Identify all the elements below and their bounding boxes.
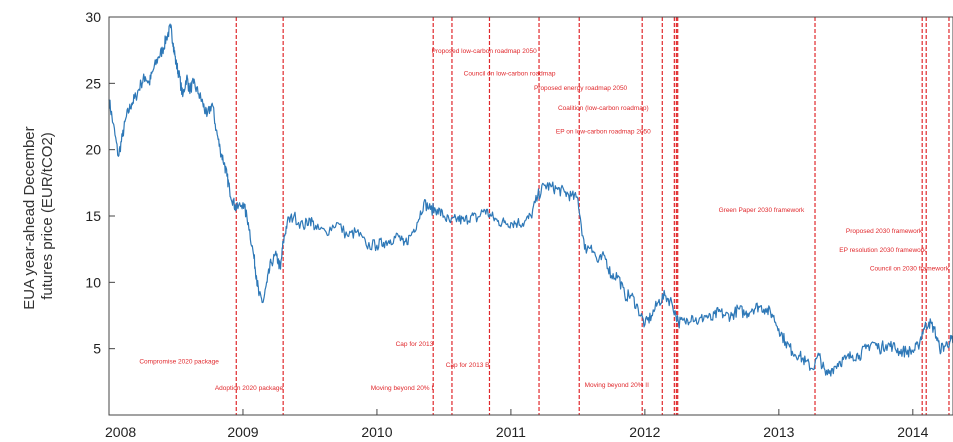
y-axis: 5 10 15 20 25 30 [85, 9, 115, 357]
event-annotation-10: Moving beyond 20% I [371, 385, 434, 392]
y-axis-label-line-1: EUA year-ahead December [21, 126, 38, 309]
event-lines [235, 17, 950, 415]
x-axis: 2008 2009 2010 2011 2012 2013 2014 [105, 409, 929, 440]
event-annotation-6: Coalition (low-carbon roadmap) [558, 105, 649, 112]
event-annotation-4: Council on low-carbon roadmap [464, 70, 556, 77]
event-annotation-3: Proposed low-carbon roadmap 2050 [432, 48, 538, 55]
x-tick-label-2009: 2009 [227, 424, 258, 440]
event-annotation-15: Council on 2030 framework [870, 265, 950, 272]
y-axis-label: EUA year-ahead December futures price (E… [21, 122, 56, 310]
event-annotation-14: EP resolution 2030 framework [839, 247, 927, 254]
event-annotations: Compromise 2020 package Adoption 2020 pac… [139, 48, 949, 392]
x-tick-label-2011: 2011 [496, 424, 526, 440]
event-annotation-8: Cap for 2013 [396, 341, 434, 348]
x-tick-label-2010: 2010 [361, 424, 392, 440]
x-tick-label-2014: 2014 [897, 424, 928, 440]
y-tick-label-5: 5 [93, 341, 101, 357]
y-tick-label-30: 30 [85, 9, 101, 25]
event-annotation-2: Adoption 2020 package [215, 385, 284, 392]
event-annotation-5: Proposed energy roadmap 2050 [534, 85, 628, 92]
x-tick-label-2012: 2012 [629, 424, 660, 440]
y-tick-label-15: 15 [85, 208, 101, 224]
y-tick-label-25: 25 [85, 75, 101, 91]
y-tick-label-10: 10 [85, 274, 101, 290]
event-annotation-12: Green Paper 2030 framework [719, 207, 805, 214]
y-axis-label-line-2: futures price (EUR/tCO2) [39, 132, 56, 300]
event-annotation-9: Cap for 2013 B [446, 362, 490, 369]
event-annotation-1: Compromise 2020 package [139, 358, 219, 365]
price-series-line [108, 23, 953, 377]
event-annotation-7: EP on low-carbon roadmap 2050 [556, 129, 651, 136]
series-layer [108, 23, 953, 377]
event-annotation-13: Proposed 2030 framework [846, 228, 923, 235]
event-annotation-11: Moving beyond 20% II [585, 382, 650, 389]
x-tick-label-2008: 2008 [105, 424, 136, 440]
y-tick-label-20: 20 [85, 142, 101, 158]
x-tick-label-2013: 2013 [763, 424, 794, 440]
